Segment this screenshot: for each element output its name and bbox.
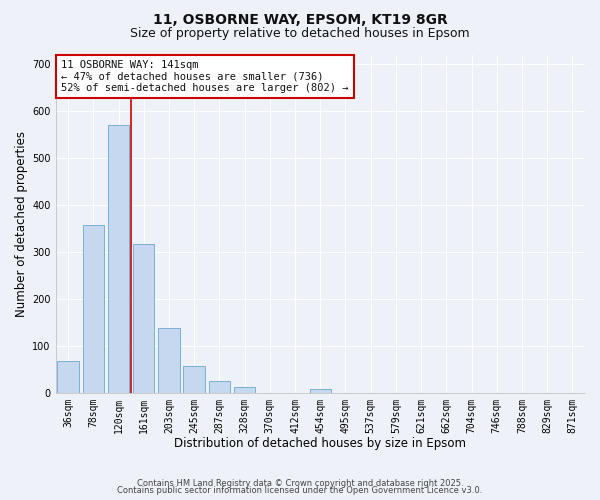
Bar	[184, 366, 205, 392]
Bar	[83, 225, 104, 392]
X-axis label: Distribution of detached houses by size in Epsom: Distribution of detached houses by size …	[174, 437, 466, 450]
Bar	[108, 126, 129, 392]
Bar	[234, 386, 256, 392]
Bar	[158, 328, 180, 392]
Text: Contains HM Land Registry data © Crown copyright and database right 2025.: Contains HM Land Registry data © Crown c…	[137, 478, 463, 488]
Bar	[310, 389, 331, 392]
Bar	[58, 362, 79, 392]
Text: 11 OSBORNE WAY: 141sqm
← 47% of detached houses are smaller (736)
52% of semi-de: 11 OSBORNE WAY: 141sqm ← 47% of detached…	[61, 60, 349, 94]
Text: Size of property relative to detached houses in Epsom: Size of property relative to detached ho…	[130, 28, 470, 40]
Bar	[209, 380, 230, 392]
Text: 11, OSBORNE WAY, EPSOM, KT19 8GR: 11, OSBORNE WAY, EPSOM, KT19 8GR	[152, 12, 448, 26]
Text: Contains public sector information licensed under the Open Government Licence v3: Contains public sector information licen…	[118, 486, 482, 495]
Bar	[133, 244, 154, 392]
Y-axis label: Number of detached properties: Number of detached properties	[15, 131, 28, 317]
